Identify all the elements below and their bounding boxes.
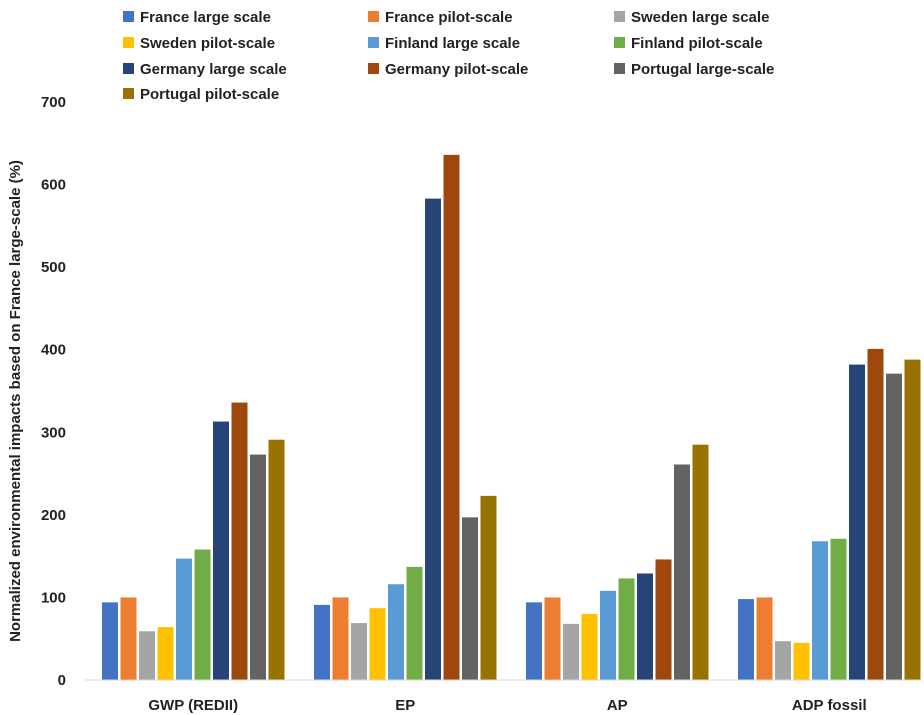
legend: France large scale France pilot-scale Swed… [123,9,774,103]
bar [756,597,773,680]
y-axis-title: Normalized environmental impacts based o… [7,160,24,642]
bar [120,597,137,680]
bar [563,623,579,680]
y-tick-label: 0 [58,672,66,689]
legend-label: Finland large scale [385,35,520,52]
y-tick-label: 500 [41,259,66,276]
bar [314,604,330,680]
y-axis: 0 100 200 300 400 500 600 700 [41,94,66,689]
bar [332,597,349,680]
legend-swatch [614,63,625,74]
bar [351,623,367,680]
bar [194,549,211,680]
bar [268,439,285,680]
legend-item: France pilot-scale [368,9,513,26]
x-tick-label: ADP fossil [792,697,867,714]
legend-item: Finland large scale [368,35,520,52]
bar [867,348,884,680]
legend-swatch [614,37,625,48]
bar [581,613,598,680]
y-tick-label: 200 [41,507,66,524]
bar [738,599,754,680]
bar-group [526,444,709,680]
legend-swatch [368,63,379,74]
bar [480,495,497,680]
bar [443,154,460,681]
bars [102,154,921,681]
bar [793,642,810,680]
legend-label: France pilot-scale [385,9,513,26]
legend-swatch [614,11,625,22]
bar [406,566,423,680]
bar [904,359,921,680]
x-axis: GWP (REDII) EP AP ADP fossil [84,679,922,714]
legend-swatch [123,88,134,99]
bar [425,198,441,680]
bar [674,464,690,680]
legend-item: Portugal pilot-scale [123,86,279,103]
bar [176,558,192,680]
legend-swatch [123,37,134,48]
bar [526,602,542,680]
y-tick-label: 300 [41,424,66,441]
bar [250,454,266,680]
bar [213,421,229,680]
legend-item: Germany large scale [123,61,287,78]
bar [775,641,791,680]
legend-label: France large scale [140,9,271,26]
legend-swatch [123,63,134,74]
bar [812,541,828,680]
bar [886,373,902,680]
legend-label: Sweden pilot-scale [140,35,275,52]
legend-label: Germany large scale [140,61,287,78]
bar [369,608,386,680]
bar-group [314,154,497,681]
legend-item: Sweden pilot-scale [123,35,275,52]
legend-label: Portugal pilot-scale [140,86,279,103]
x-tick-label: AP [607,697,628,714]
y-tick-label: 600 [41,177,66,194]
y-tick-label: 700 [41,94,66,111]
legend-swatch [368,11,379,22]
legend-item: Germany pilot-scale [368,61,528,78]
legend-item: France large scale [123,9,271,26]
legend-label: Germany pilot-scale [385,61,528,78]
legend-label: Sweden large scale [631,9,769,26]
bar [849,364,865,680]
legend-label: Portugal large-scale [631,61,774,78]
bar [139,631,155,680]
bar-group [102,402,285,680]
legend-item: Sweden large scale [614,9,769,26]
bar [637,573,653,680]
bar [600,590,616,680]
bar [231,402,248,680]
bar [388,584,404,680]
bar-group [738,348,921,680]
bar [655,559,672,680]
bar [157,627,174,680]
x-tick-label: EP [395,697,415,714]
bar [462,517,478,680]
bar [830,538,847,680]
bar [544,597,561,680]
legend-swatch [123,11,134,22]
bar [102,602,118,680]
bar [692,444,709,680]
x-tick-label: GWP (REDII) [148,697,238,714]
y-tick-label: 400 [41,342,66,359]
legend-item: Portugal large-scale [614,61,774,78]
legend-item: Finland pilot-scale [614,35,763,52]
legend-swatch [368,37,379,48]
bar [618,578,635,680]
y-tick-label: 100 [41,589,66,606]
legend-label: Finland pilot-scale [631,35,763,52]
